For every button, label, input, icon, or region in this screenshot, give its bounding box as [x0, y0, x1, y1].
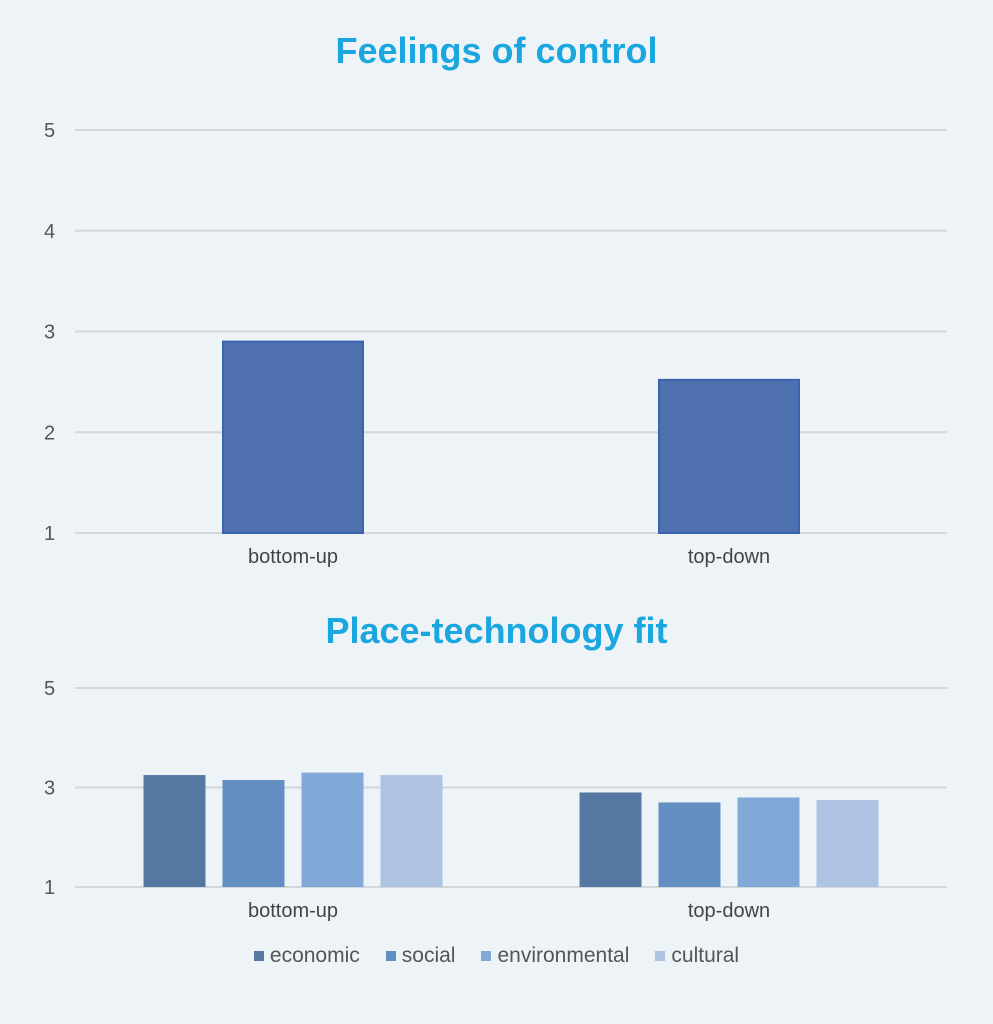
chart1-bar-bottom-up — [222, 340, 364, 535]
chart2-bar-bottom-up-cultural — [380, 775, 443, 887]
chart2-x-category-label-bottom-up: bottom-up — [248, 900, 338, 922]
chart1-y-tick-label-2: 2 — [44, 422, 55, 444]
legend-item-environmental: environmental — [481, 944, 629, 968]
chart1-x-category-label-top-down: top-down — [688, 546, 770, 568]
chart2-y-tick-label-1: 1 — [44, 877, 55, 899]
chart1-y-tick-label-1: 1 — [44, 523, 55, 545]
legend-swatch-economic — [253, 951, 264, 961]
legend-swatch-cultural — [655, 951, 666, 961]
chart2-bar-bottom-up-social — [222, 780, 285, 887]
chart1-y-tick-label-5: 5 — [44, 120, 55, 142]
legend-label-environmental: environmental — [497, 944, 630, 967]
chart2-y-tick-label-3: 3 — [44, 778, 55, 800]
legend-label-cultural: cultural — [671, 944, 740, 967]
chart1-x-category-label-bottom-up: bottom-up — [248, 546, 338, 568]
chart2-bar-top-down-economic — [579, 792, 642, 887]
chart2-x-category-label-top-down: top-down — [688, 900, 770, 922]
chart2-bar-top-down-environmental — [737, 797, 800, 887]
chart2-bar-top-down-social — [658, 802, 721, 887]
chart2-y-tick-label-5: 5 — [44, 678, 55, 700]
legend-item-economic: economic — [253, 944, 360, 968]
legend-swatch-social — [385, 951, 396, 961]
chart-legend: economic social environmental cultural — [0, 944, 993, 968]
legend-item-cultural: cultural — [655, 944, 739, 968]
legend-label-economic: economic — [269, 944, 360, 967]
chart2-bar-bottom-up-environmental — [301, 772, 364, 887]
chart-title-place-technology-fit: Place-technology fit — [325, 610, 668, 651]
chart1-bar-top-down — [658, 378, 800, 534]
chart1-y-tick-label-4: 4 — [44, 221, 55, 243]
chart1-y-tick-label-3: 3 — [44, 322, 55, 344]
chart-title-feelings-of-control: Feelings of control — [335, 30, 658, 71]
legend-label-social: social — [401, 944, 456, 967]
legend-swatch-environmental — [481, 951, 492, 961]
chart2-bar-top-down-cultural — [816, 799, 879, 887]
legend-item-social: social — [385, 944, 456, 968]
chart2-bar-bottom-up-economic — [143, 775, 206, 887]
